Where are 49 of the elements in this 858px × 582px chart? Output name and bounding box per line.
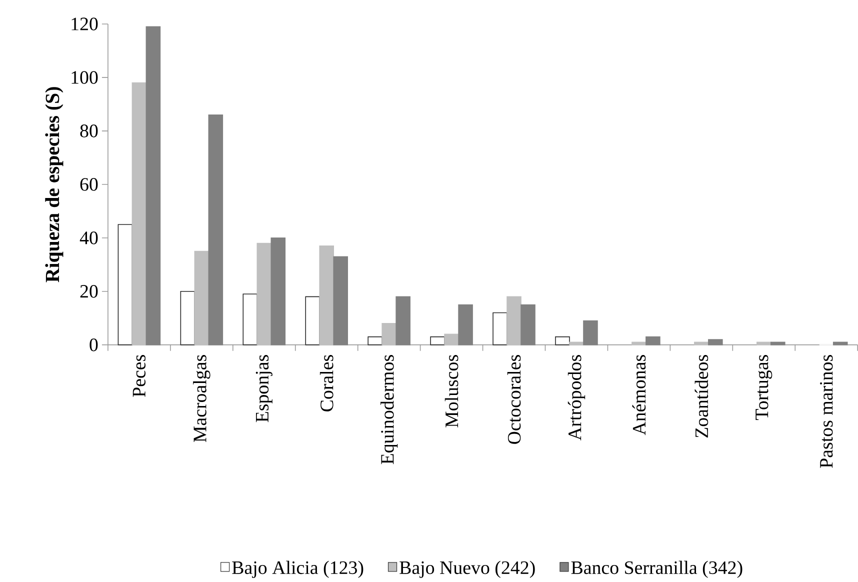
bar	[118, 224, 133, 346]
x-tick-label: Tortugas	[756, 355, 772, 420]
bar	[180, 291, 196, 346]
legend-label: Bajo Nuevo (242)	[400, 560, 535, 578]
y-tick-label: 60	[80, 178, 98, 191]
bar	[583, 320, 598, 346]
legend-label: Bajo Alicia (123)	[232, 560, 364, 578]
bar	[430, 336, 445, 346]
x-tick-label: Moluscos	[444, 355, 458, 428]
y-tick-label: 100	[72, 71, 98, 84]
x-tick-label: Pastos marinos	[820, 355, 833, 468]
y-tick-label: 120	[72, 18, 98, 31]
y-tick-label: 20	[80, 285, 98, 298]
bar	[458, 304, 473, 346]
bar	[444, 334, 459, 346]
legend-label: Banco Serranilla (342)	[571, 560, 742, 578]
bar	[646, 336, 660, 346]
bar	[520, 304, 536, 346]
y-tick-label: 40	[80, 232, 98, 244]
bar	[256, 242, 272, 346]
y-axis-title: Riqueza de especies (S)	[45, 87, 64, 282]
x-tick-label: Anémonas	[632, 355, 646, 436]
bar	[319, 246, 334, 346]
bar	[382, 323, 396, 346]
y-tick-label: 0	[90, 338, 98, 352]
x-tick-label: Corales	[320, 355, 334, 412]
bar	[506, 296, 522, 346]
x-tick-label: Equinodermos	[380, 355, 398, 464]
bar	[146, 26, 161, 346]
bar	[492, 312, 508, 346]
bar	[708, 339, 723, 346]
bar	[333, 256, 348, 346]
x-tick-label: Macroalgas	[193, 355, 210, 442]
x-tick-label: Octocorales	[507, 355, 521, 444]
x-tick-label: Artrópodos	[568, 355, 586, 440]
bar	[132, 82, 147, 346]
y-tick-label: 80	[80, 124, 98, 138]
bar	[305, 296, 320, 346]
bar	[270, 238, 286, 346]
bar	[555, 336, 570, 346]
bar	[208, 114, 224, 346]
x-tick-label: Zoantídeos	[694, 355, 708, 438]
x-tick-label: Peces	[132, 355, 146, 398]
bar	[396, 296, 410, 346]
bar	[242, 294, 258, 346]
bar	[832, 342, 848, 346]
bar	[194, 250, 210, 346]
bar	[368, 336, 382, 346]
x-tick-label: Esponjas	[256, 355, 272, 422]
